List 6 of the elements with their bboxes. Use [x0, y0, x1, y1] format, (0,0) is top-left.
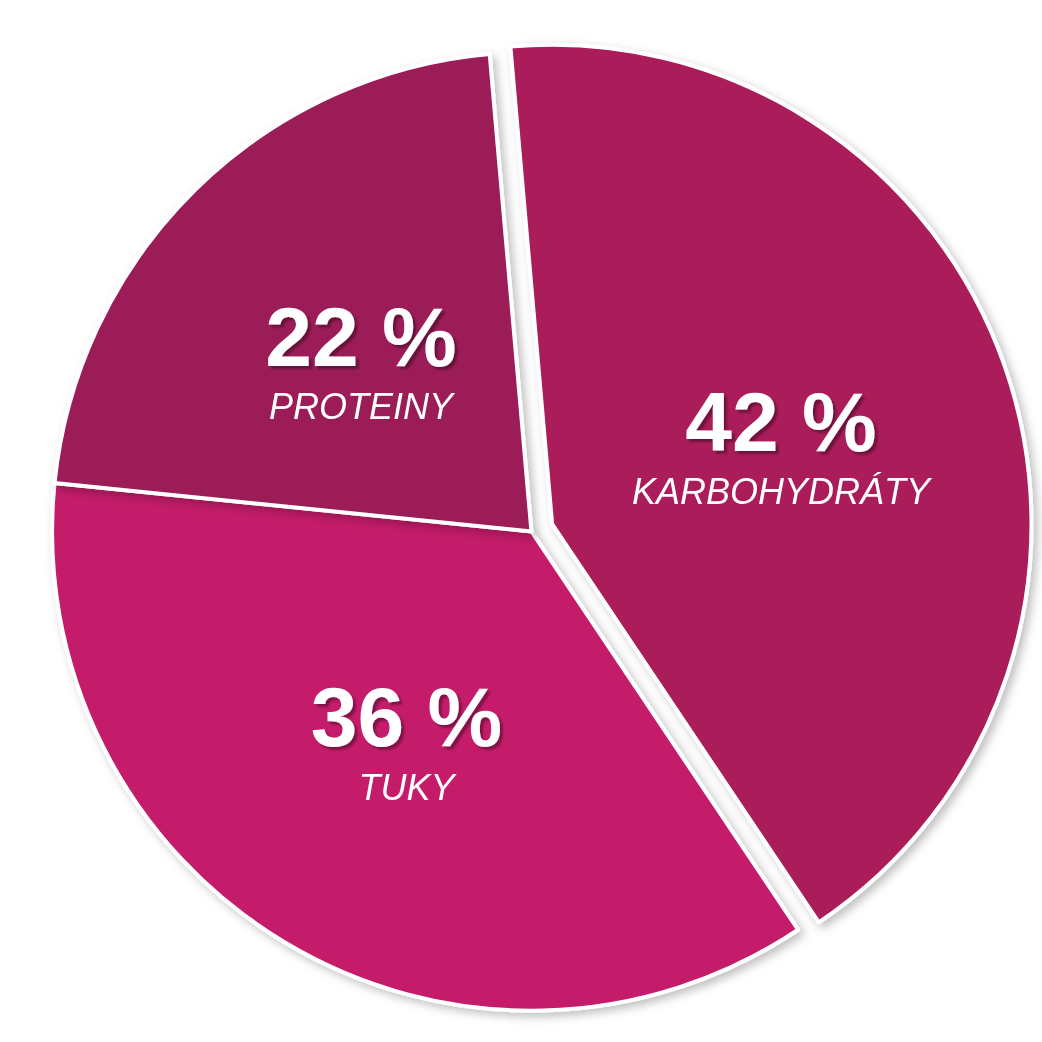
- data-label: 42 %: [685, 374, 877, 469]
- data-label: 36 %: [310, 670, 503, 765]
- slice-label: KARBOHYDRÁTY: [632, 471, 934, 513]
- slice-label: PROTEINY: [269, 386, 457, 428]
- data-label: 22 %: [265, 289, 457, 384]
- slice-label: TUKY: [358, 766, 458, 808]
